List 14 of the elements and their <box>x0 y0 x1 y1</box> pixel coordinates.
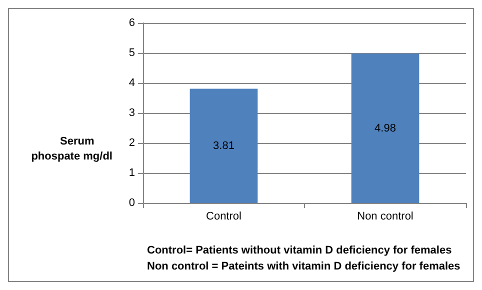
y-tick-label: 4 <box>128 77 135 89</box>
text: Non control = Pateints with vitamin D deficiency for females <box>147 260 460 272</box>
y-tick-label: 5 <box>128 47 135 59</box>
y-tick-label: 0 <box>128 197 135 209</box>
x-tick-label: Control <box>206 210 242 222</box>
x-tick-label: Non control <box>357 210 414 222</box>
data-label: 4.98 <box>374 122 396 134</box>
y-tick-label: 1 <box>128 167 135 179</box>
y-axis-title: Serum phospate mg/dl <box>31 136 112 162</box>
data-label: 3.81 <box>213 140 234 152</box>
y-tick-label: 2 <box>128 137 135 149</box>
text: Control= Patients without vitamin D deficiency for females <box>147 244 452 256</box>
y-tick-label: 6 <box>128 17 135 29</box>
y-tick-label: 3 <box>128 107 135 119</box>
